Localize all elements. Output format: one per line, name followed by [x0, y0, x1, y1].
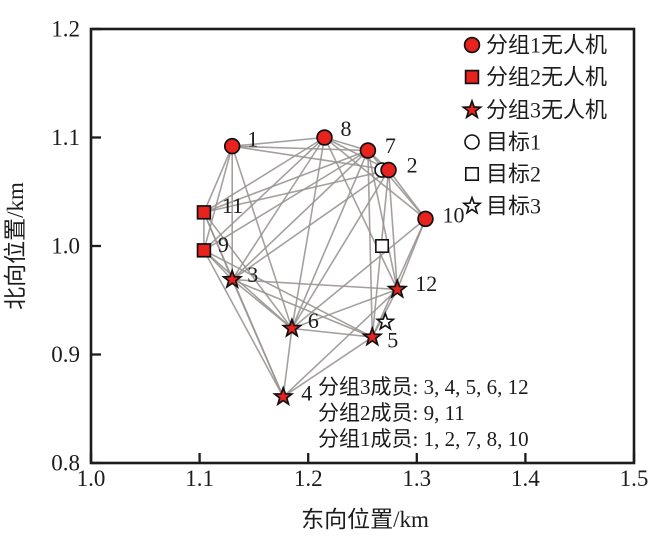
x-tick-label: 1.0: [77, 466, 106, 491]
network-edge: [291, 150, 369, 329]
uav-node-12: [386, 277, 409, 299]
legend-group2-uav-square-icon: [464, 69, 480, 85]
network-edge: [282, 336, 373, 398]
x-tick-label: 1.4: [511, 466, 540, 491]
legend-label-group2-uav: 分组2无人机: [486, 65, 607, 90]
legend-label-group1-uav: 分组1无人机: [486, 33, 607, 58]
node-label-9: 9: [218, 232, 229, 257]
uav-node-7: [359, 142, 377, 159]
node-label-4: 4: [301, 380, 312, 405]
network-edge: [203, 136, 325, 214]
network-edge: [232, 145, 368, 152]
network-edge: [203, 145, 233, 213]
annotation-group1-members: 分组1成员: 1, 2, 7, 8, 10: [318, 427, 529, 451]
uav-node-2: [380, 161, 397, 179]
node-label-2: 2: [407, 153, 418, 178]
target-marker-2: [375, 239, 390, 254]
node-label-1: 1: [247, 127, 258, 152]
x-tick-label: 1.2: [294, 466, 323, 491]
node-label-6: 6: [308, 308, 319, 333]
annotation-group3-members: 分组3成员: 3, 4, 5, 6, 12: [318, 375, 529, 399]
network-edge: [282, 328, 293, 397]
legend-target3-star-icon: [461, 195, 483, 215]
legend-target2-square-icon: [464, 167, 479, 182]
network-edge: [371, 218, 427, 338]
network-edge: [232, 136, 325, 147]
y-axis-title: 北向位置/km: [3, 182, 28, 310]
uav-node-3: [221, 268, 244, 289]
network-edge: [323, 137, 399, 290]
legend-label-target1: 目标1: [486, 130, 541, 155]
y-tick-label: 1.2: [51, 17, 80, 42]
node-label-10: 10: [443, 202, 465, 227]
legend: 分组1无人机 分组2无人机 分组3无人机 目标1 目标2 目标3: [461, 33, 607, 219]
node-label-5: 5: [387, 328, 398, 353]
network-edge: [282, 288, 398, 398]
x-tick-label: 1.5: [620, 466, 649, 491]
network-edge: [203, 149, 369, 214]
uav-node-6: [280, 316, 303, 338]
legend-label-target3: 目标3: [486, 194, 541, 219]
legend-markers: [461, 36, 483, 215]
uav-node-4: [272, 385, 295, 407]
network-edge: [203, 169, 389, 214]
node-label-12: 12: [415, 271, 437, 296]
network-edge: [203, 249, 373, 338]
x-axis-title: 东向位置/km: [301, 507, 429, 532]
network-edge: [203, 211, 293, 329]
network-edge: [367, 150, 374, 338]
network-edge: [203, 145, 233, 251]
axes-layer: 1.0 1.1 1.2 1.3 1.4 1.5 0.8 0.9 1.0 1.1 1.2: [51, 17, 648, 492]
uav-node-10: [417, 210, 434, 228]
y-tick-label: 1.0: [51, 234, 80, 259]
uav-nodes-layer: [196, 129, 434, 407]
legend-target1-circle-icon: [464, 134, 480, 150]
x-tick-label: 1.1: [185, 466, 214, 491]
y-tick-label: 0.9: [51, 342, 80, 367]
target-marker-3: [374, 311, 396, 331]
uav-node-11: [196, 205, 212, 220]
network-edge: [291, 137, 326, 329]
y-tick-label: 1.1: [51, 125, 80, 150]
plot-frame: [89, 27, 636, 465]
uav-node-5: [361, 325, 384, 347]
node-label-8: 8: [341, 116, 352, 141]
network-edge: [291, 218, 427, 330]
legend-label-group3-uav: 分组3无人机: [486, 98, 607, 123]
node-label-7: 7: [385, 133, 396, 158]
y-tick-label: 0.8: [51, 451, 80, 476]
network-edge: [232, 278, 398, 291]
network-edge: [323, 136, 427, 220]
group-member-annotations: 分组3成员: 3, 4, 5, 6, 12 分组2成员: 9, 11 分组1成员…: [318, 375, 529, 451]
network-edge: [231, 278, 373, 338]
network-edge: [367, 149, 427, 220]
uav-node-8: [316, 129, 333, 146]
node-label-3: 3: [247, 262, 258, 287]
network-edge: [231, 149, 369, 281]
node-label-11: 11: [222, 193, 243, 218]
legend-group1-uav-circle-icon: [463, 36, 481, 54]
uav-node-1: [223, 137, 241, 155]
network-edge: [203, 136, 326, 251]
x-tick-label: 1.3: [402, 466, 431, 491]
network-edge: [203, 249, 284, 398]
network-edge: [367, 150, 399, 290]
network-edge: [291, 288, 398, 330]
legend-group3-uav-star-icon: [461, 98, 483, 120]
network-edge: [203, 249, 293, 330]
network-edge: [396, 218, 427, 290]
network-edge: [291, 327, 373, 338]
network-edge: [291, 169, 390, 329]
network-edge: [231, 137, 326, 281]
uav-node-9: [196, 243, 212, 258]
legend-label-target2: 目标2: [486, 162, 541, 187]
network-edge: [231, 145, 293, 329]
network-edge: [203, 149, 369, 251]
annotation-group2-members: 分组2成员: 9, 11: [318, 401, 465, 425]
